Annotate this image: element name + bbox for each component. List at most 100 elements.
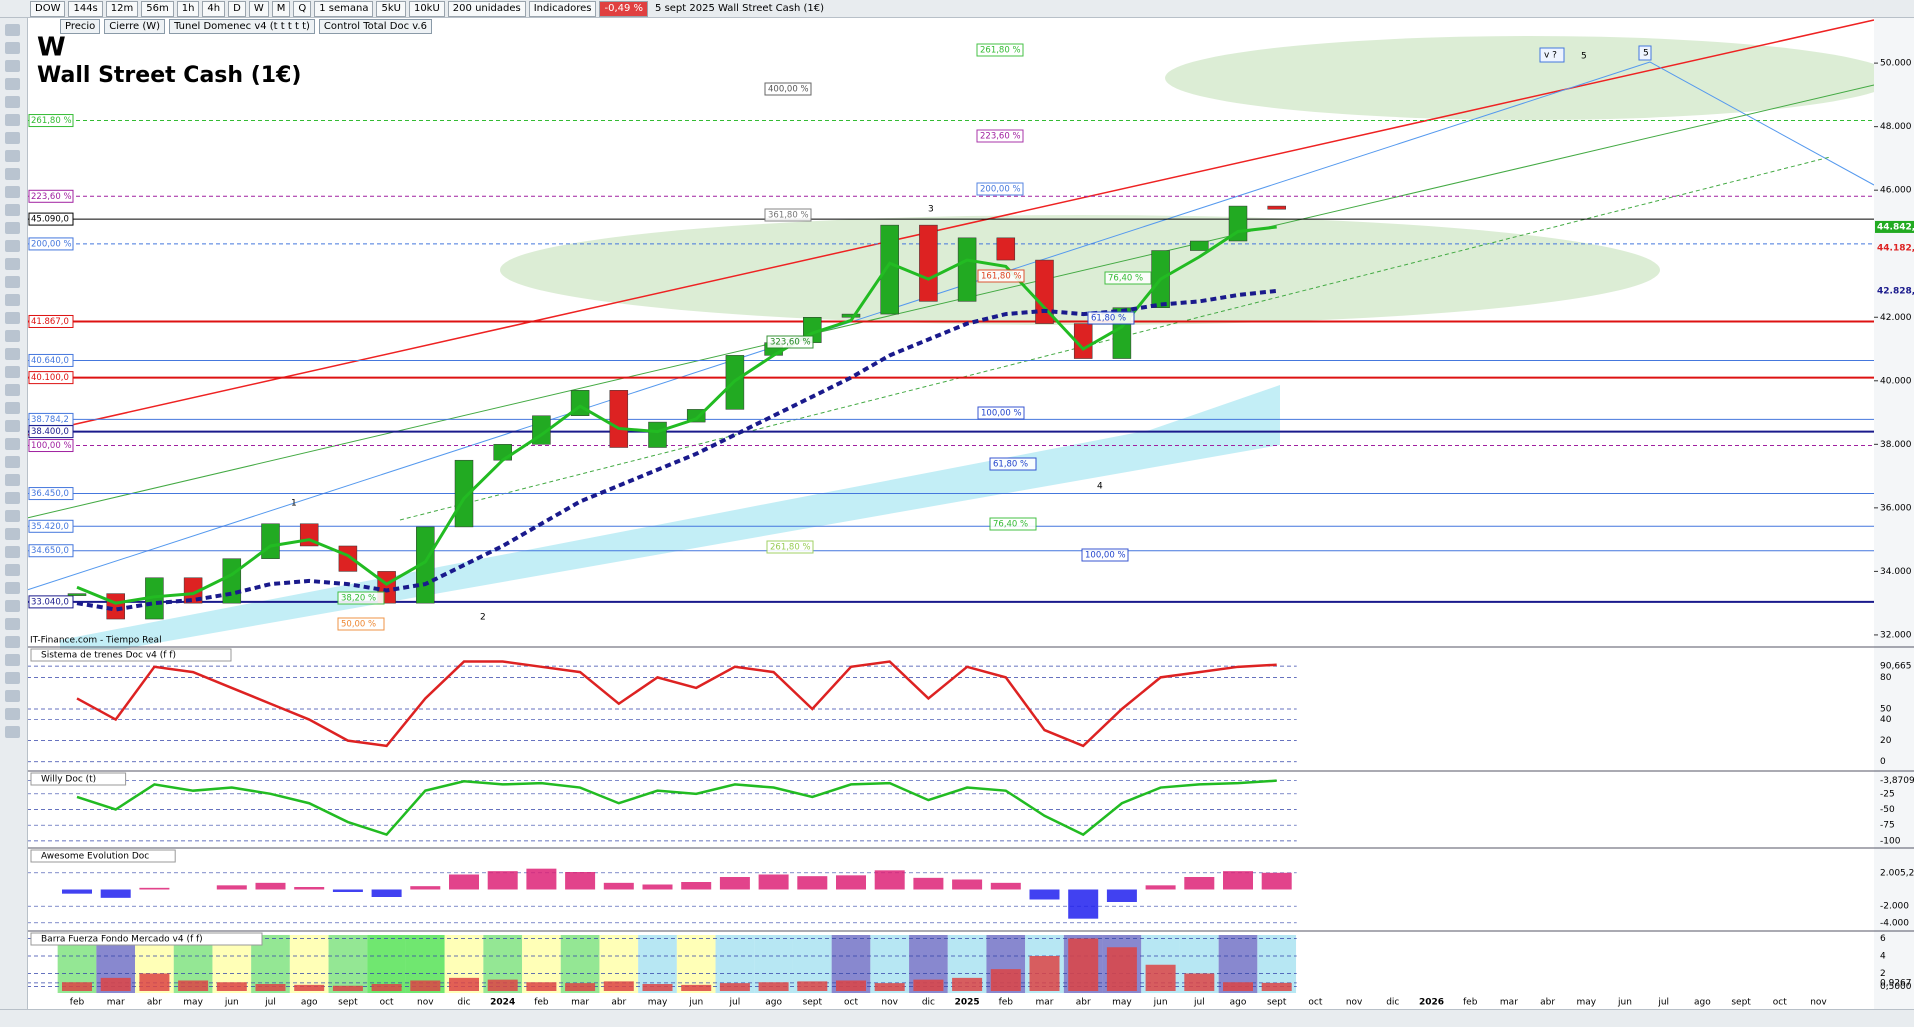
toolbar-button[interactable]: 1h (176, 0, 200, 17)
tool-icon[interactable] (5, 150, 20, 162)
x-tick-label: sept (803, 998, 823, 1008)
tool-icon[interactable] (5, 690, 20, 702)
trend-line (26, 84, 1875, 519)
fib-label: 100,00 % (1085, 551, 1126, 561)
y-tick-label: 2 (1880, 969, 1886, 979)
level-label: 33.040,0 (31, 597, 69, 607)
toolbar-button[interactable]: 200 unidades (447, 0, 526, 17)
price-marker-label: 44.182,3 (1877, 243, 1914, 253)
y-tick-label: 32.000 (1880, 630, 1912, 640)
histogram-bar (990, 969, 1021, 991)
tool-icon[interactable] (5, 132, 20, 144)
tool-icon[interactable] (5, 258, 20, 270)
histogram-bar (913, 877, 944, 890)
histogram-bar (1261, 872, 1292, 890)
zone (1165, 36, 1895, 120)
tool-icon[interactable] (5, 276, 20, 288)
y-tick-label: 46.000 (1880, 186, 1912, 196)
toolbar-button[interactable]: 1 semana (314, 0, 374, 17)
toolbar-button[interactable]: 56m (141, 0, 174, 17)
fib-label: 323,60 % (770, 338, 811, 348)
toolbar-button[interactable]: 4h (202, 0, 226, 17)
toolbar-button[interactable]: Q (293, 0, 312, 17)
tool-icon[interactable] (5, 672, 20, 684)
x-tick-label: sept (338, 998, 358, 1008)
y-tick-label: 50.000 (1880, 59, 1912, 69)
toolbar-button[interactable]: DOW (30, 0, 66, 17)
tool-icon[interactable] (5, 42, 20, 54)
tool-icon[interactable] (5, 294, 20, 306)
x-tick-label: sept (1267, 998, 1287, 1008)
x-tick-label: 2026 (1419, 998, 1444, 1008)
legend-item[interactable]: Precio (60, 19, 101, 34)
tool-icon[interactable] (5, 204, 20, 216)
toolbar-button[interactable]: 144s (68, 0, 103, 17)
toolbar-button[interactable]: W (248, 0, 269, 17)
tool-icon[interactable] (5, 636, 20, 648)
toolbar-button[interactable]: Indicadores (528, 0, 597, 17)
tool-icon[interactable] (5, 114, 20, 126)
level-tag (28, 114, 74, 128)
tool-icon[interactable] (5, 330, 20, 342)
toolbar-button[interactable]: 10kU (408, 0, 445, 17)
fib-label: 38,20 % (341, 594, 376, 604)
tool-icon[interactable] (5, 456, 20, 468)
toolbar-button[interactable]: 5kU (376, 0, 406, 17)
tool-icon[interactable] (5, 240, 20, 252)
tool-icon[interactable] (5, 312, 20, 324)
toolbar-button[interactable]: 12m (105, 0, 139, 17)
toolbar-button[interactable]: D (228, 0, 246, 17)
tool-icon[interactable] (5, 600, 20, 612)
tool-icon[interactable] (5, 384, 20, 396)
tool-icon[interactable] (5, 60, 20, 72)
x-tick-label: nov (881, 998, 898, 1008)
panel-title: Sistema de trenes Doc v4 (f f) (41, 651, 176, 661)
legend-item[interactable]: Control Total Doc v.6 (318, 19, 432, 34)
tool-icon[interactable] (5, 708, 20, 720)
candle (880, 224, 899, 315)
histogram-bar (1029, 956, 1060, 991)
tool-icon[interactable] (5, 618, 20, 630)
histogram-bar (1184, 877, 1215, 890)
tool-icon[interactable] (5, 186, 20, 198)
fib-tag (1081, 548, 1129, 562)
tool-icon[interactable] (5, 420, 20, 432)
legend-item[interactable]: Cierre (W) (104, 19, 166, 34)
tool-icon[interactable] (5, 654, 20, 666)
toolbar-button[interactable]: M (271, 0, 291, 17)
x-tick-label: mar (107, 998, 125, 1008)
y-tick-label: 2.005,2 (1880, 868, 1914, 878)
x-tick-label: feb (1463, 998, 1478, 1008)
tool-icon[interactable] (5, 366, 20, 378)
tool-icon[interactable] (5, 222, 20, 234)
tool-icon[interactable] (5, 582, 20, 594)
tool-icon[interactable] (5, 474, 20, 486)
fib-label: 76,40 % (993, 520, 1028, 530)
histogram-bar (294, 887, 325, 890)
x-tick-label: feb (70, 998, 85, 1008)
y-tick-label: 48.000 (1880, 122, 1912, 132)
fib-label: 61,80 % (993, 460, 1028, 470)
tool-icon[interactable] (5, 528, 20, 540)
fib-tag (977, 269, 1025, 283)
tool-icon[interactable] (5, 726, 20, 738)
fib-label: 61,80 % (1091, 314, 1126, 324)
tool-icon[interactable] (5, 96, 20, 108)
tool-icon[interactable] (5, 24, 20, 36)
x-tick-label: feb (999, 998, 1014, 1008)
tool-icon[interactable] (5, 438, 20, 450)
tool-icon[interactable] (5, 402, 20, 414)
legend-item[interactable]: Tunel Domenec v4 (t t t t t) (169, 19, 315, 34)
histogram-bar (410, 886, 441, 890)
tool-icon[interactable] (5, 492, 20, 504)
tool-icon[interactable] (5, 348, 20, 360)
level-label: 35.420,0 (31, 522, 69, 532)
tool-icon[interactable] (5, 78, 20, 90)
tool-icon[interactable] (5, 168, 20, 180)
tool-icon[interactable] (5, 510, 20, 522)
tool-icon[interactable] (5, 546, 20, 558)
fib-tag (976, 182, 1024, 196)
candle (957, 237, 977, 302)
tool-icon[interactable] (5, 564, 20, 576)
histogram-bar (1223, 982, 1253, 991)
